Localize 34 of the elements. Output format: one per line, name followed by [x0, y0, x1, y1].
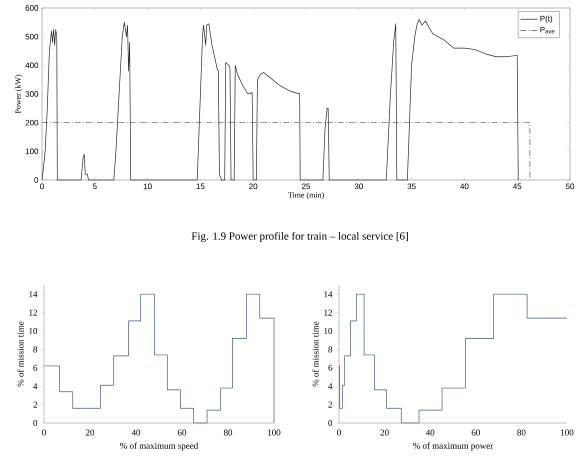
y-tick-label: 0	[328, 420, 332, 426]
x-tick-label: 20	[380, 430, 389, 436]
line-series	[42, 19, 519, 180]
x-tick-label: 100	[561, 430, 574, 436]
y-tick-label: 8	[328, 346, 332, 352]
x-tick-label: 40	[132, 430, 140, 436]
y-tick-label: 4	[33, 383, 38, 390]
y-tick-label: 8	[33, 346, 38, 352]
caption: Fig. 1.9 Power profile for train – local service [6]	[192, 232, 408, 242]
y-axis-title: % of mission time	[17, 322, 24, 386]
y-tick-label: 6	[328, 364, 332, 371]
y-tick-label: 6	[33, 364, 38, 371]
y-tick-label: 14	[29, 291, 38, 298]
x-axis-title: % of maximum power	[413, 442, 494, 451]
x-tick-label: 20	[86, 430, 94, 436]
x-tick-label: 100	[268, 430, 280, 436]
y-tick-label: 10	[29, 328, 38, 334]
y-tick-label: 12	[324, 310, 332, 316]
y-tick-label: 0	[33, 420, 38, 426]
y-tick-label: 2	[33, 402, 37, 408]
x-tick-label: 60	[472, 430, 480, 436]
x-tick-label: 0	[337, 430, 341, 436]
y-tick-label: 4	[328, 383, 332, 390]
y-axis-title: % of mission time	[312, 322, 319, 386]
x-axis-title: % of maximum speed	[120, 442, 198, 451]
y-tick-label: 12	[29, 310, 37, 316]
x-tick-label: 60	[178, 430, 186, 436]
y-tick-label: 14	[324, 291, 332, 298]
x-tick-label: 80	[224, 430, 232, 436]
x-tick-label: 0	[42, 430, 46, 436]
y-tick-label: 10	[324, 328, 332, 334]
y-tick-label: 2	[328, 402, 332, 408]
x-tick-label: 80	[517, 430, 526, 436]
x-tick-label: 40	[426, 430, 434, 436]
